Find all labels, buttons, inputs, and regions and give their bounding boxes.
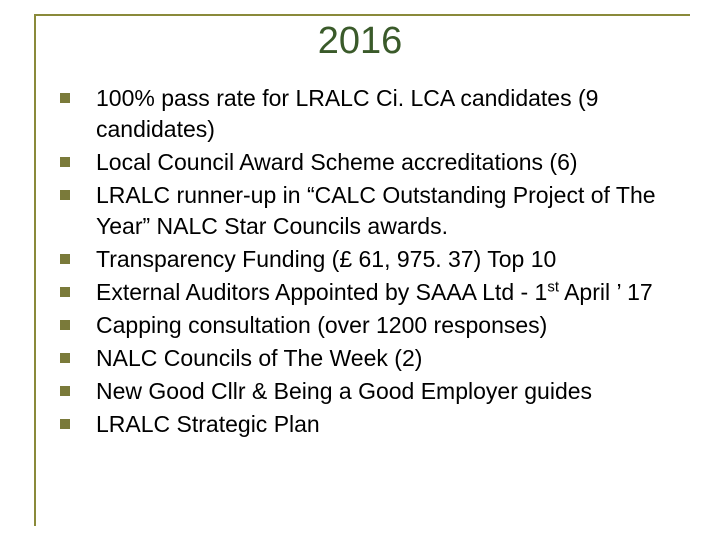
bullet-text: Capping consultation (over 1200 response… [96,312,547,338]
slide-border-top [34,14,690,16]
bullet-text: Local Council Award Scheme accreditation… [96,149,578,175]
square-bullet-icon [60,287,70,297]
bullet-text: LRALC runner-up in “CALC Outstanding Pro… [96,182,656,239]
bullet-text: 100% pass rate for LRALC Ci. LCA candida… [96,85,598,142]
bullet-text: NALC Councils of The Week (2) [96,345,422,371]
list-item: Transparency Funding (£ 61, 975. 37) Top… [60,244,690,275]
list-item: Capping consultation (over 1200 response… [60,310,690,341]
square-bullet-icon [60,419,70,429]
square-bullet-icon [60,353,70,363]
square-bullet-icon [60,386,70,396]
square-bullet-icon [60,254,70,264]
slide-border-left [34,14,36,526]
slide-content: 100% pass rate for LRALC Ci. LCA candida… [0,73,720,441]
square-bullet-icon [60,320,70,330]
list-item: Local Council Award Scheme accreditation… [60,147,690,178]
list-item: New Good Cllr & Being a Good Employer gu… [60,376,690,407]
bullet-text: LRALC Strategic Plan [96,411,320,437]
square-bullet-icon [60,157,70,167]
list-item: External Auditors Appointed by SAAA Ltd … [60,277,690,308]
square-bullet-icon [60,190,70,200]
bullet-text: Transparency Funding (£ 61, 975. 37) Top… [96,246,556,272]
bullet-text: New Good Cllr & Being a Good Employer gu… [96,378,592,404]
square-bullet-icon [60,93,70,103]
bullet-list: 100% pass rate for LRALC Ci. LCA candida… [60,83,690,441]
list-item: LRALC Strategic Plan [60,409,690,440]
bullet-text: External Auditors Appointed by SAAA Ltd … [96,279,653,305]
list-item: NALC Councils of The Week (2) [60,343,690,374]
list-item: LRALC runner-up in “CALC Outstanding Pro… [60,180,690,242]
slide-title: 2016 [0,0,720,73]
list-item: 100% pass rate for LRALC Ci. LCA candida… [60,83,690,145]
